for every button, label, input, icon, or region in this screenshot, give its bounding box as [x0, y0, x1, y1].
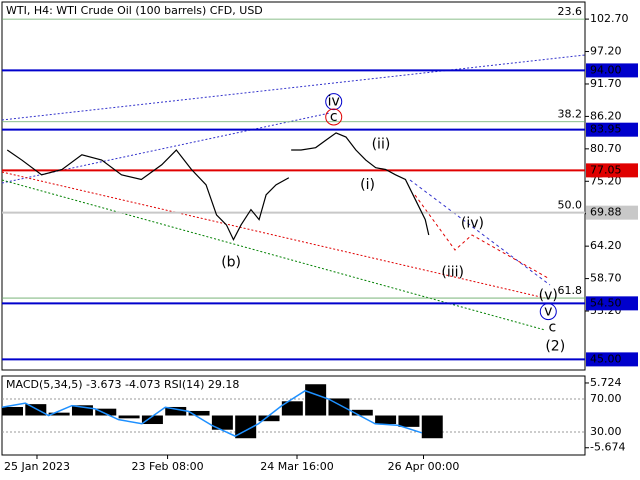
wave-label: (2) [545, 338, 565, 354]
macd-bar [2, 406, 23, 416]
y-tick-label: 91.70 [590, 77, 622, 90]
wave-label: v [544, 304, 552, 320]
macd-bar [328, 398, 350, 416]
y-tick-label: 86.20 [590, 109, 622, 122]
level-tag [586, 296, 638, 311]
level-label: 45.00 [590, 352, 622, 365]
wave-label: c [330, 109, 338, 125]
level-tag [586, 63, 638, 78]
macd-bar [258, 415, 280, 422]
main-frame [1, 1, 586, 371]
trend-line [1, 179, 546, 331]
wave-label: iv [328, 94, 340, 110]
wave-label: (iv) [461, 216, 484, 232]
annotation-circle [539, 303, 557, 321]
level-tag [586, 122, 638, 137]
macd-bar [211, 415, 233, 430]
fib-label: 50.0 [558, 199, 583, 212]
wave-label: (ii) [372, 137, 391, 153]
macd-bar [305, 384, 327, 416]
trend-line [414, 194, 549, 279]
macd-bar [188, 410, 210, 416]
fib-label: 61.8 [558, 284, 583, 297]
trend-line [409, 179, 551, 286]
indicator-title: MACD(5,34,5) -3.673 -4.073 RSI(14) 29.18 [6, 378, 239, 391]
level-label: 54.50 [590, 296, 622, 309]
annotation-circle [325, 108, 343, 126]
y-tick-label: -5.674 [590, 441, 625, 454]
level-label: 77.05 [590, 163, 622, 176]
x-tick-label: 24 Mar 16:00 [260, 460, 333, 473]
macd-bar [165, 406, 187, 416]
macd-bar [118, 415, 140, 419]
y2-tick-label: 70.00 [590, 392, 622, 405]
level-label: 69.88 [590, 206, 622, 219]
y-tick-label: 97.20 [590, 45, 622, 58]
fib-label: 38.2 [558, 108, 583, 121]
x-tick-label: 26 Apr 00:00 [388, 460, 460, 473]
level-tag [586, 352, 638, 367]
y-tick-label: 80.70 [590, 142, 622, 155]
wave-label: c [549, 320, 557, 336]
macd-bar [95, 408, 117, 416]
trend-lines [1, 54, 586, 331]
price-line [6, 132, 430, 242]
y-tick-label: 102.70 [590, 12, 629, 25]
wave-label: (i) [360, 177, 375, 193]
level-tag [586, 205, 638, 220]
annotation-circle [325, 93, 343, 111]
x-tick-label: 25 Jan 2023 [4, 460, 70, 473]
level-tag [586, 163, 638, 178]
x-tick-label: 23 Feb 08:00 [131, 460, 203, 473]
level-label: 94.00 [590, 63, 622, 76]
y-tick-label: 58.70 [590, 272, 622, 285]
macd-bar [281, 401, 303, 416]
macd-bar [351, 409, 373, 416]
fib-label: 23.6 [558, 5, 583, 18]
y-tick-label: 5.724 [590, 376, 622, 389]
macd-bar [375, 415, 397, 425]
trend-line [1, 171, 546, 299]
y-tick-label: 64.20 [590, 239, 622, 252]
chart-title: WTI, H4: WTI Crude Oil (100 barrels) CFD… [6, 4, 263, 17]
trend-line [1, 54, 586, 121]
macd-bar [421, 415, 443, 439]
macd-bar [141, 415, 163, 425]
macd-bar [398, 415, 420, 427]
macd-bar [25, 404, 47, 416]
macd-bar [48, 412, 70, 416]
y-tick-label: 75.20 [590, 174, 622, 187]
rsi-line [1, 389, 422, 437]
wave-label: (b) [221, 255, 241, 271]
macd-bar [71, 405, 93, 416]
y2-tick-label: 30.00 [590, 425, 622, 438]
wave-label: (iii) [441, 265, 464, 281]
wave-label: (v) [539, 288, 558, 304]
level-label: 83.95 [590, 123, 622, 136]
